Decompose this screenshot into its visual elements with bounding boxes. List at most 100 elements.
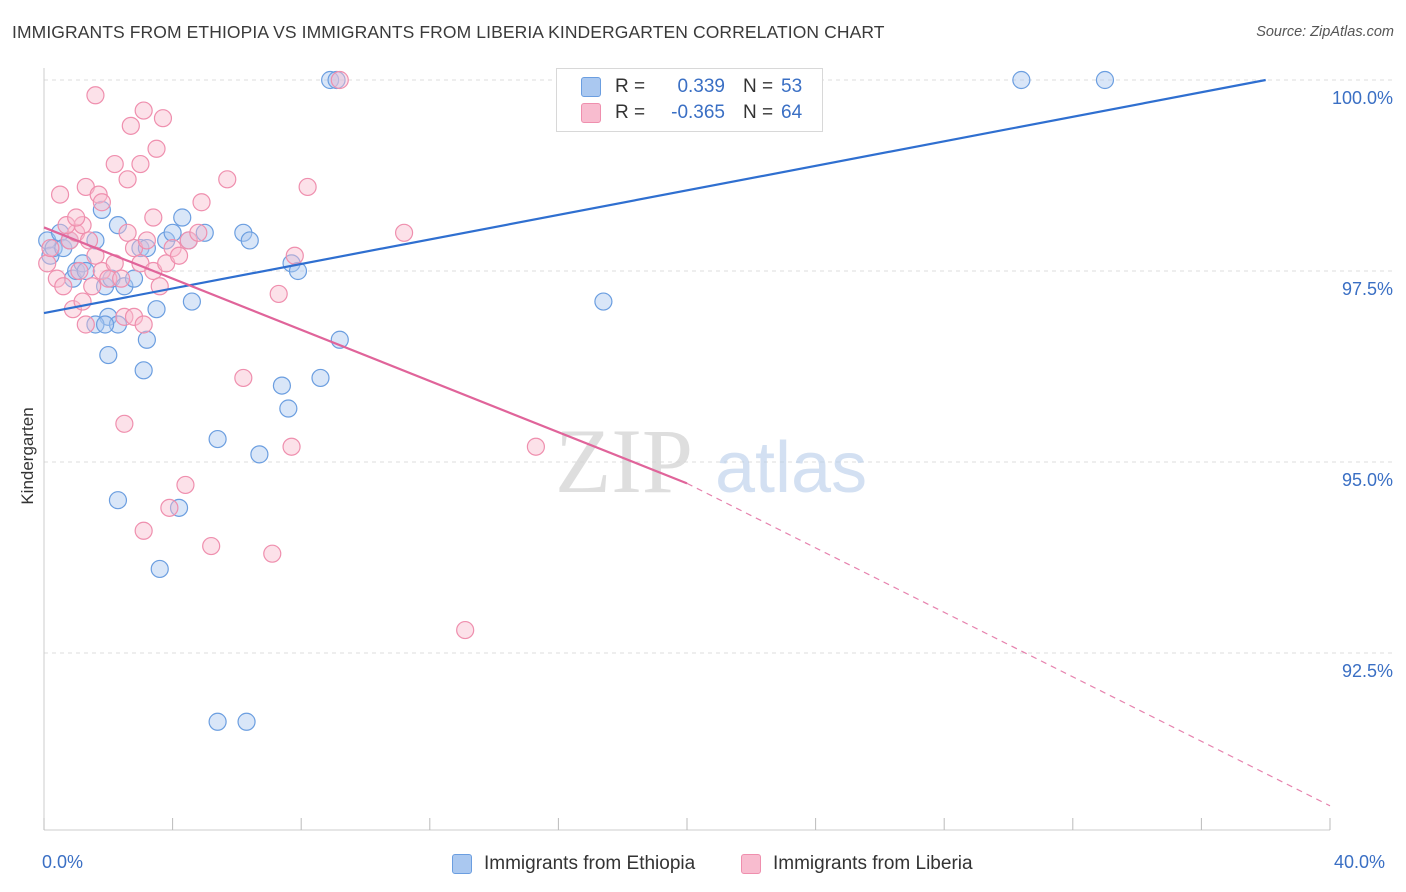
ethiopia-point-24 <box>195 223 214 242</box>
y-tick-labels: 92.5% 95.0% 97.5% 100.0% <box>1332 88 1393 681</box>
ethiopia-point-45 <box>150 559 169 579</box>
bottom-legend-ethiopia: Immigrants from Ethiopia <box>452 852 695 876</box>
ethiopia-point-34 <box>86 315 105 334</box>
legend-n-label: N = <box>743 102 774 123</box>
ethiopia-point-50 <box>1012 70 1031 90</box>
ethiopia-point-14 <box>108 216 128 235</box>
legend-r-label: R = <box>615 76 646 97</box>
x-tick-max: 40.0% <box>1334 852 1386 872</box>
liberia-point-26 <box>105 154 124 174</box>
liberia-point-0 <box>38 254 57 273</box>
liberia-point-33 <box>86 86 105 105</box>
ethiopia-point-21 <box>163 223 182 242</box>
trend-line-ethiopia <box>43 78 1266 315</box>
liberia-point-16 <box>137 231 156 250</box>
liberia-point-51 <box>115 414 134 433</box>
liberia-point-38 <box>192 193 211 212</box>
liberia-point-29 <box>147 139 166 158</box>
y-axis-label: Kindergarten <box>18 407 37 505</box>
legend-r-value: -0.365 <box>671 102 725 123</box>
source-credit: Source: ZipAtlas.com <box>1256 24 1394 40</box>
watermark-zip: ZIP <box>555 410 693 512</box>
ethiopia-point-17 <box>131 238 150 258</box>
bottom-legend-liberia: Immigrants from Liberia <box>741 852 973 876</box>
legend-row-ethiopia: R = 0.339 N = 53 <box>581 75 802 99</box>
ethiopia-point-42 <box>250 445 269 464</box>
liberia-point-1 <box>41 238 60 258</box>
legend-n-label: N = <box>743 76 774 97</box>
ethiopia-point-35 <box>95 315 115 334</box>
x-tick-min: 0.0% <box>42 852 84 872</box>
y-tick-label-0: 92.5% <box>1342 661 1393 681</box>
ethiopia-point-52 <box>594 292 613 311</box>
liberia-point-60 <box>330 70 349 90</box>
liberia-point-31 <box>121 116 140 135</box>
trend-line-liberia-extension <box>686 482 1331 807</box>
ethiopia-point-39 <box>311 368 330 388</box>
ethiopia-point-26 <box>108 315 128 334</box>
ethiopia-point-44 <box>169 498 189 517</box>
liberia-point-20 <box>163 238 182 258</box>
liberia-point-37 <box>144 208 163 227</box>
liberia-point-59 <box>456 620 475 640</box>
ethiopia-point-48 <box>321 70 340 90</box>
y-tick-label-2: 97.5% <box>1342 279 1393 299</box>
legend-n-value: 64 <box>781 102 803 123</box>
ethiopia-point-16 <box>124 269 144 288</box>
liberia-point-6 <box>73 216 92 235</box>
liberia-point-23 <box>189 223 208 242</box>
ethiopia-point-40 <box>279 399 298 418</box>
liberia-point-50 <box>234 368 253 388</box>
liberia-point-57 <box>202 536 221 556</box>
ethiopia-point-4 <box>54 238 73 258</box>
legend: R = 0.339 N = 53 R = -0.365 N = 64 <box>556 68 823 132</box>
watermark: ZIP atlas <box>555 410 867 512</box>
legend-swatch-ethiopia <box>581 77 601 97</box>
ethiopia-point-51 <box>1095 70 1115 90</box>
liberia-point-53 <box>526 437 545 456</box>
legend-r-value: 0.339 <box>677 76 725 97</box>
liberia-point-27 <box>118 170 137 189</box>
ethiopia-point-22 <box>173 208 192 227</box>
ethiopia-point-20 <box>157 231 176 250</box>
ethiopia-point-43 <box>108 491 128 510</box>
liberia-point-28 <box>131 154 150 174</box>
ethiopia-point-19 <box>147 300 166 319</box>
ethiopia-point-30 <box>240 231 259 250</box>
ethiopia-point-37 <box>134 361 153 380</box>
liberia-point-21 <box>169 246 189 265</box>
liberia-point-10 <box>99 269 118 288</box>
series-ethiopia <box>38 70 1115 731</box>
legend-r-label: R = <box>615 102 646 123</box>
chart-title: IMMIGRANTS FROM ETHIOPIA VS IMMIGRANTS F… <box>12 22 885 42</box>
bottom-legend-label-liberia: Immigrants from Liberia <box>773 853 973 874</box>
bottom-legend-swatch-ethiopia <box>452 854 472 874</box>
y-tick-label-1: 95.0% <box>1342 470 1393 490</box>
ethiopia-point-36 <box>99 345 118 365</box>
grid-lines <box>44 79 1395 654</box>
trend-lines <box>43 78 1331 807</box>
liberia-point-32 <box>134 101 153 120</box>
liberia-point-39 <box>218 170 237 189</box>
ethiopia-point-46 <box>208 712 227 731</box>
ethiopia-point-29 <box>234 223 253 242</box>
legend-n-value: 53 <box>781 76 803 97</box>
ethiopia-point-38 <box>272 376 292 395</box>
liberia-point-41 <box>394 223 414 242</box>
liberia-point-44 <box>83 277 102 296</box>
bottom-legend-label-ethiopia: Immigrants from Ethiopia <box>484 853 696 874</box>
liberia-point-48 <box>269 284 288 304</box>
liberia-point-62 <box>76 315 95 334</box>
liberia-point-2 <box>47 269 66 288</box>
ethiopia-point-18 <box>137 238 156 258</box>
liberia-point-63 <box>70 261 89 281</box>
ethiopia-point-27 <box>137 330 156 349</box>
liberia-point-58 <box>263 544 282 563</box>
ethiopia-point-47 <box>237 712 256 731</box>
liberia-point-47 <box>134 315 153 334</box>
watermark-atlas: atlas <box>715 428 867 508</box>
liberia-point-3 <box>54 277 73 296</box>
liberia-point-12 <box>112 269 131 288</box>
ethiopia-point-41 <box>208 429 227 449</box>
liberia-point-49 <box>285 246 304 265</box>
